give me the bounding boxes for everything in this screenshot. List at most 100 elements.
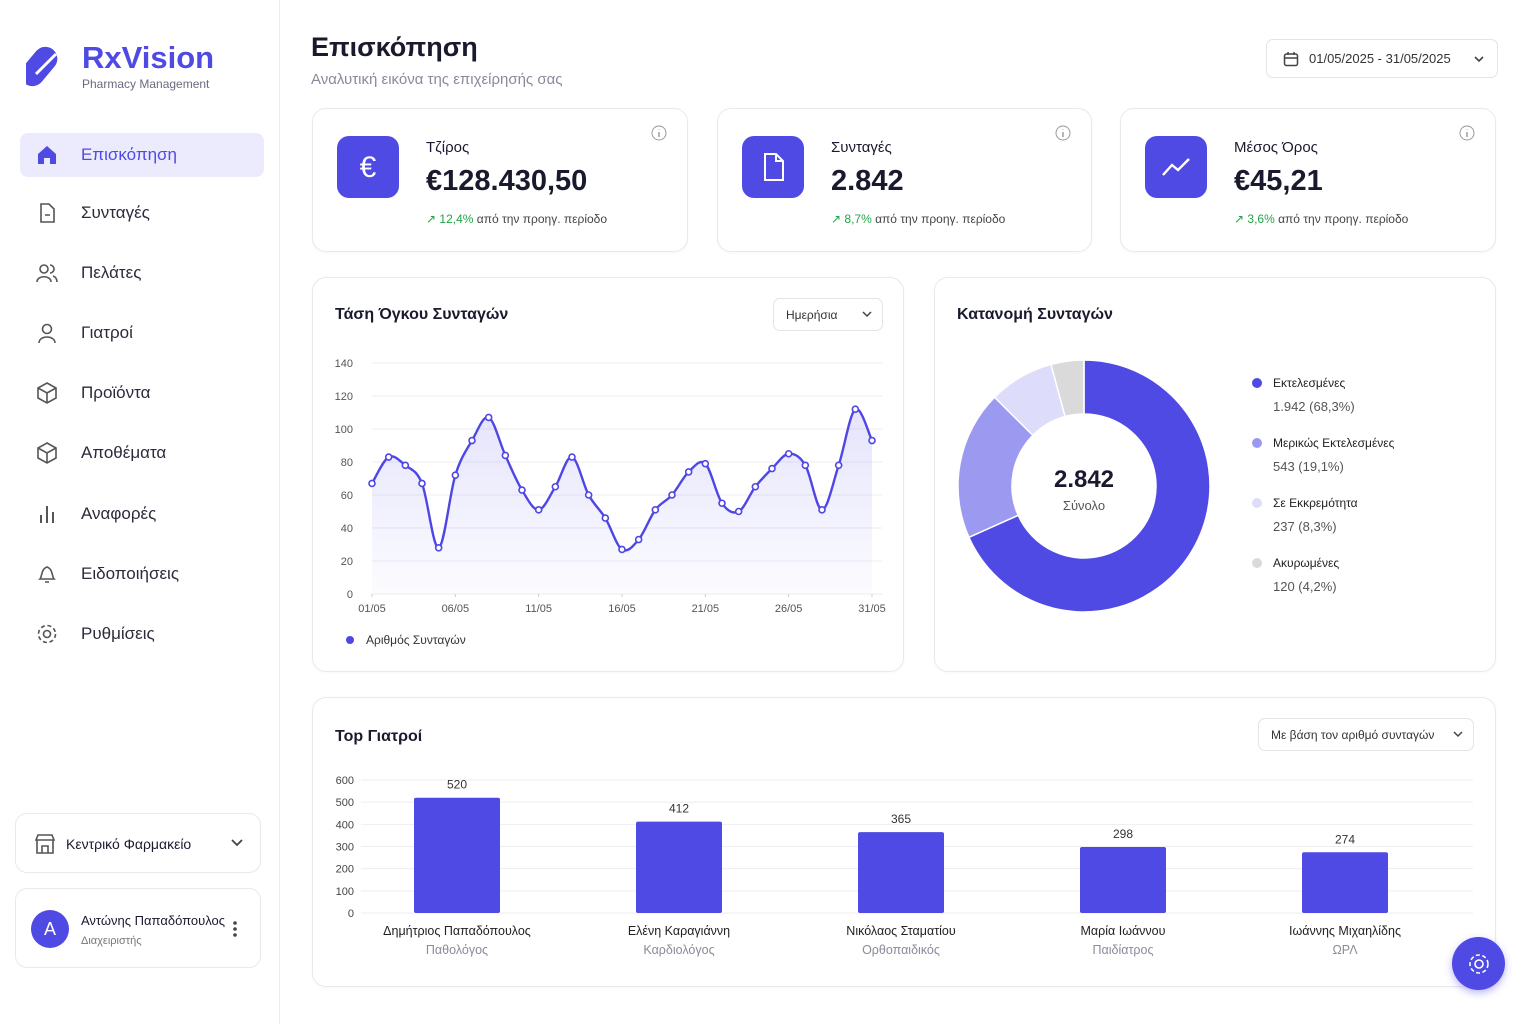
point	[434, 543, 443, 552]
data-label: 365	[891, 812, 911, 826]
point	[551, 482, 560, 491]
x-tick-sublabel: Ορθοπαιδικός	[862, 943, 940, 957]
y-tick-label: 60	[341, 490, 353, 502]
kpi-change-suffix: από την προηγ. περίοδο	[1278, 212, 1409, 226]
nav-item[interactable]: Αποθέματα	[20, 431, 264, 475]
donut-card: Κατανομή Συνταγών Εκτελεσμένες 1.942 (68,3…	[934, 277, 1496, 672]
legend-value: 120 (4,2%)	[1273, 579, 1337, 594]
avatar: A	[31, 910, 69, 948]
nav-item[interactable]: Προϊόντα	[20, 371, 264, 415]
y-tick-label: 200	[336, 864, 354, 876]
data-label: 520	[447, 778, 467, 792]
info-icon[interactable]	[1055, 125, 1071, 141]
point	[668, 491, 676, 499]
y-tick-label: 80	[341, 457, 353, 469]
sort-label: Με βάση τον αριθμό συνταγών	[1271, 727, 1435, 742]
x-tick-label: 01/05	[358, 603, 386, 615]
sidebar: RxVision Pharmacy Management Επισκόπηση …	[0, 0, 280, 1024]
data-label: 412	[669, 802, 689, 816]
line-chart: Τάση Όγκου Συνταγών 0 20 40 60 80 100 120 140 01/…	[335, 306, 886, 647]
y-tick-label: 600	[336, 775, 354, 787]
y-tick-label: 40	[341, 523, 353, 535]
legend-value: 1.942 (68,3%)	[1273, 399, 1355, 414]
logo	[26, 46, 58, 87]
point	[618, 545, 626, 554]
kpi-label: Τζίρος	[426, 139, 470, 156]
line-card: Ημερήσια Τάση Όγκου Συνταγών 0 20 40 60 80 100…	[312, 277, 904, 672]
point	[634, 535, 643, 544]
point	[734, 507, 743, 516]
nav-item[interactable]: Ειδοποιήσεις	[20, 552, 264, 596]
user-name: Αντώνης Παπαδόπουλος	[81, 913, 226, 928]
branch-selector[interactable]: Κεντρικό Φαρμακείο	[15, 813, 261, 873]
assistant-button[interactable]	[1452, 937, 1505, 990]
user-card[interactable]: A Αντώνης Παπαδόπουλος Διαχειριστής	[15, 888, 261, 968]
legend-label: Αριθμός Συνταγών	[366, 633, 466, 647]
nav-item[interactable]: Πελάτες	[20, 251, 264, 295]
kpi-value: €128.430,50	[426, 165, 588, 197]
kpi-change-value: 8,7%	[844, 212, 872, 226]
point	[584, 491, 593, 499]
x-tick-label: 31/05	[858, 603, 886, 615]
y-tick-label: 500	[336, 797, 354, 809]
point	[418, 479, 426, 488]
nav-item[interactable]: Γιατροί	[20, 311, 264, 355]
point	[468, 436, 476, 445]
kpi-card: Μέσος Όρος €45,21 ↗ 3,6% από την προηγ. …	[1120, 108, 1496, 252]
point	[651, 506, 660, 514]
point	[601, 514, 610, 522]
x-tick-label: Δημήτριος Παπαδόπουλος	[383, 924, 531, 938]
x-tick-sublabel: ΩΡΛ	[1332, 943, 1358, 957]
y-tick-label: 400	[336, 819, 354, 831]
kpi-card: € Τζίρος €128.430,50 ↗ 12,4% από την προ…	[312, 108, 688, 252]
x-tick-sublabel: Καρδιολόγος	[643, 943, 714, 957]
point	[401, 461, 410, 470]
period-label: Ημερήσια	[786, 307, 838, 322]
chart-title: Top Γιατροί	[335, 728, 422, 745]
user-role: Διαχειριστής	[81, 935, 142, 947]
menu-button[interactable]	[232, 919, 238, 939]
kpi-change-value: 12,4%	[439, 212, 474, 226]
date-picker[interactable]: 01/05/2025 - 31/05/2025	[1266, 39, 1498, 78]
point	[818, 506, 826, 514]
legend-label: Σε Εκκρεμότητα	[1273, 496, 1358, 510]
legend-swatch	[1252, 558, 1262, 568]
kpi-label: Μέσος Όρος	[1234, 139, 1318, 156]
x-tick-label: 11/05	[525, 603, 552, 615]
x-tick-label: 21/05	[692, 603, 720, 615]
kpi-label: Συνταγές	[831, 139, 892, 156]
x-tick-label: 16/05	[608, 603, 636, 615]
donut-slice	[967, 359, 1211, 613]
x-tick-label: Μαρία Ιωάννου	[1081, 924, 1166, 938]
nav-item[interactable]: Συνταγές	[20, 191, 264, 235]
bar	[414, 797, 500, 913]
point	[801, 461, 810, 470]
nav-label: Επισκόπηση	[81, 145, 177, 164]
legend-swatch	[1252, 378, 1262, 388]
period-dropdown[interactable]: Ημερήσια	[773, 298, 883, 331]
x-tick-label: 06/05	[442, 603, 470, 615]
legend-label: Ακυρωμένες	[1273, 556, 1339, 570]
nav-item[interactable]: Ρυθμίσεις	[20, 612, 264, 656]
legend-swatch	[346, 636, 354, 644]
kpi-value: 2.842	[831, 165, 904, 197]
kpi-change: ↗ 3,6% από την προηγ. περίοδο	[1234, 212, 1409, 226]
info-icon[interactable]	[651, 125, 667, 141]
chart-title: Κατανομή Συνταγών	[957, 306, 1113, 323]
nav-item[interactable]: Επισκόπηση	[20, 133, 264, 177]
y-tick-label: 140	[335, 358, 353, 370]
kpi-change: ↗ 12,4% από την προηγ. περίοδο	[426, 212, 608, 226]
chart-title: Τάση Όγκου Συνταγών	[335, 306, 508, 323]
tagline: Pharmacy Management	[82, 77, 210, 91]
point	[568, 453, 576, 461]
info-icon[interactable]	[1459, 125, 1475, 141]
x-tick-label: Ιωάννης Μιχαηλίδης	[1289, 924, 1401, 938]
page-subtitle: Αναλυτική εικόνα της επιχείρησής σας	[311, 71, 563, 88]
y-tick-label: 120	[335, 391, 353, 403]
nav-item[interactable]: Αναφορές	[20, 492, 264, 536]
sort-dropdown[interactable]: Με βάση τον αριθμό συνταγών	[1258, 718, 1474, 751]
point	[768, 464, 776, 473]
donut-slice	[1050, 359, 1085, 418]
bar	[1080, 846, 1166, 913]
